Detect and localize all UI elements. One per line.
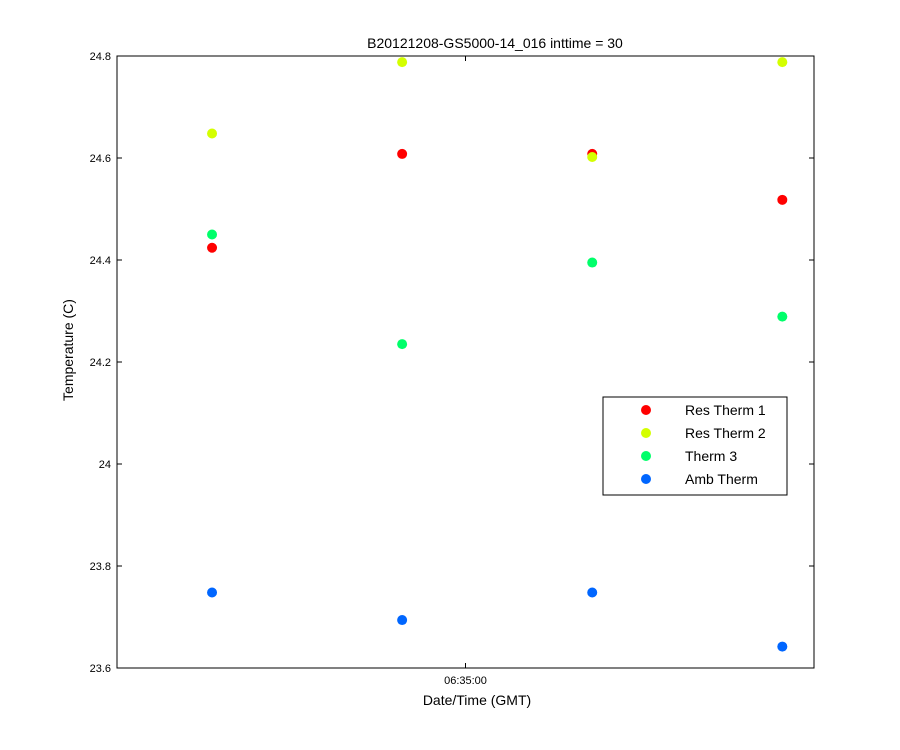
data-point-series-2 xyxy=(777,57,788,68)
x-tick-label: 06:35:00 xyxy=(444,675,487,687)
data-point-series-4 xyxy=(207,587,218,598)
legend-label: Amb Therm xyxy=(685,471,758,487)
y-tick-label: 23.8 xyxy=(90,561,111,573)
data-point-series-1 xyxy=(207,242,218,253)
y-tick-label: 23.6 xyxy=(90,663,111,675)
data-point-series-2 xyxy=(397,57,408,68)
x-axis-ticks: 06:35:00 xyxy=(444,56,487,687)
data-point-series-4 xyxy=(587,587,598,598)
legend-label: Therm 3 xyxy=(685,448,737,464)
legend-label: Res Therm 2 xyxy=(685,425,766,441)
legend-marker xyxy=(641,428,651,438)
legend-marker xyxy=(641,474,651,484)
data-point-series-4 xyxy=(777,641,788,652)
legend-marker xyxy=(641,451,651,461)
data-point-series-3 xyxy=(397,339,408,350)
data-point-series-3 xyxy=(207,229,218,240)
legend: Res Therm 1 Res Therm 2 Therm 3 Amb Therm xyxy=(602,396,788,496)
legend-marker xyxy=(641,405,651,415)
y-tick-label: 24.2 xyxy=(90,357,111,369)
y-tick-label: 24.4 xyxy=(90,255,111,267)
y-axis-ticks: 23.6 23.8 24 24.2 24.4 24.6 24.8 xyxy=(90,51,814,675)
y-axis-label: Temperature (C) xyxy=(60,299,76,401)
y-tick-label: 24 xyxy=(99,459,111,471)
data-point-series-1 xyxy=(397,148,408,159)
plot-frame xyxy=(116,55,815,669)
data-point-series-2 xyxy=(587,151,598,162)
chart-title: B20121208-GS5000-14_016 inttime = 30 xyxy=(367,35,623,51)
legend-label: Res Therm 1 xyxy=(685,402,766,418)
data-point-series-2 xyxy=(207,128,218,139)
data-point-series-3 xyxy=(777,311,788,322)
data-point-series-1 xyxy=(777,194,788,205)
y-tick-label: 24.8 xyxy=(90,51,111,63)
data-points xyxy=(207,57,788,652)
data-point-series-4 xyxy=(397,615,408,626)
x-axis-label: Date/Time (GMT) xyxy=(423,692,531,708)
legend-box xyxy=(602,396,788,496)
data-point-series-3 xyxy=(587,257,598,268)
y-tick-label: 24.6 xyxy=(90,153,111,165)
